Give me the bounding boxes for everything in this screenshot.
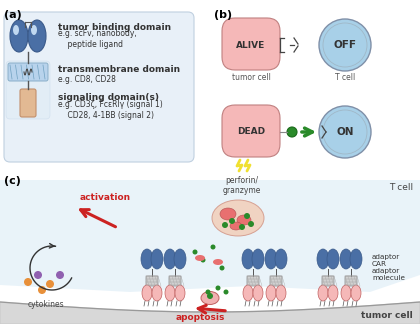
Ellipse shape [317, 249, 329, 269]
Ellipse shape [266, 285, 276, 301]
Ellipse shape [175, 285, 185, 301]
FancyBboxPatch shape [222, 105, 280, 157]
Circle shape [220, 265, 225, 271]
FancyBboxPatch shape [8, 63, 48, 81]
Circle shape [34, 271, 42, 279]
FancyBboxPatch shape [6, 61, 50, 119]
Ellipse shape [327, 249, 339, 269]
Text: T cell: T cell [335, 73, 355, 82]
Circle shape [319, 19, 371, 71]
Ellipse shape [31, 25, 37, 35]
Ellipse shape [340, 249, 352, 269]
Ellipse shape [213, 259, 223, 265]
Circle shape [222, 222, 228, 228]
Ellipse shape [195, 255, 205, 261]
FancyBboxPatch shape [20, 89, 36, 117]
Ellipse shape [230, 222, 242, 230]
Text: tumor cell: tumor cell [361, 311, 413, 320]
Ellipse shape [252, 249, 264, 269]
Ellipse shape [351, 285, 361, 301]
Ellipse shape [174, 249, 186, 269]
Ellipse shape [318, 285, 328, 301]
Text: T cell: T cell [389, 183, 413, 192]
Text: activation: activation [80, 193, 131, 202]
Text: transmembrane domain: transmembrane domain [58, 65, 180, 75]
Ellipse shape [341, 285, 351, 301]
Circle shape [223, 290, 228, 295]
Ellipse shape [165, 285, 175, 301]
Ellipse shape [10, 20, 28, 52]
FancyBboxPatch shape [247, 276, 259, 286]
Circle shape [46, 280, 54, 288]
Text: tumor binding domain: tumor binding domain [58, 24, 171, 32]
Circle shape [215, 285, 220, 291]
Ellipse shape [141, 249, 153, 269]
Text: e.g. CD8, CD28: e.g. CD8, CD28 [58, 75, 116, 84]
Ellipse shape [151, 249, 163, 269]
FancyBboxPatch shape [169, 276, 181, 286]
Text: signaling domain(s): signaling domain(s) [58, 92, 159, 101]
Ellipse shape [152, 285, 162, 301]
Text: e.g. CD3ζ, FcεRIγ (signal 1)
    CD28, 4-1BB (signal 2): e.g. CD3ζ, FcεRIγ (signal 1) CD28, 4-1BB… [58, 100, 163, 120]
FancyBboxPatch shape [270, 276, 282, 286]
Circle shape [200, 258, 205, 262]
Ellipse shape [201, 292, 219, 305]
Polygon shape [0, 180, 420, 292]
Text: adaptor
molecule: adaptor molecule [372, 268, 405, 281]
Ellipse shape [275, 249, 287, 269]
Ellipse shape [328, 285, 338, 301]
Text: ON: ON [336, 127, 354, 137]
Ellipse shape [237, 215, 251, 225]
Circle shape [229, 218, 235, 224]
Circle shape [24, 278, 32, 286]
Text: tumor cell: tumor cell [231, 73, 270, 82]
Circle shape [319, 106, 371, 158]
Circle shape [248, 221, 254, 227]
Text: OFF: OFF [333, 40, 357, 50]
Ellipse shape [28, 20, 46, 52]
Text: cytokines: cytokines [28, 300, 64, 309]
Ellipse shape [164, 249, 176, 269]
Ellipse shape [350, 249, 362, 269]
Ellipse shape [13, 25, 19, 35]
Ellipse shape [276, 285, 286, 301]
Circle shape [207, 293, 213, 299]
Text: DEAD: DEAD [237, 128, 265, 136]
Text: e.g. scFv, nanobody,
    peptide ligand: e.g. scFv, nanobody, peptide ligand [58, 29, 137, 49]
Ellipse shape [287, 127, 297, 137]
Ellipse shape [243, 285, 253, 301]
Circle shape [244, 213, 250, 219]
FancyBboxPatch shape [322, 276, 334, 286]
FancyBboxPatch shape [4, 12, 194, 162]
Circle shape [210, 245, 215, 249]
Circle shape [192, 249, 197, 254]
Ellipse shape [212, 200, 264, 236]
Ellipse shape [265, 249, 277, 269]
Ellipse shape [220, 208, 236, 220]
Text: adaptor
CAR: adaptor CAR [372, 253, 400, 267]
Circle shape [56, 271, 64, 279]
Text: (c): (c) [4, 176, 21, 186]
Circle shape [38, 286, 46, 294]
Circle shape [239, 224, 245, 230]
Circle shape [205, 290, 210, 295]
FancyBboxPatch shape [222, 18, 280, 70]
Text: apoptosis: apoptosis [176, 313, 225, 322]
Ellipse shape [242, 249, 254, 269]
Ellipse shape [142, 285, 152, 301]
Ellipse shape [253, 285, 263, 301]
FancyBboxPatch shape [146, 276, 158, 286]
Text: (a): (a) [4, 10, 22, 20]
Text: (b): (b) [214, 10, 232, 20]
FancyBboxPatch shape [345, 276, 357, 286]
Text: ALIVE: ALIVE [236, 40, 265, 50]
Text: perforin/
granzyme: perforin/ granzyme [223, 176, 261, 195]
